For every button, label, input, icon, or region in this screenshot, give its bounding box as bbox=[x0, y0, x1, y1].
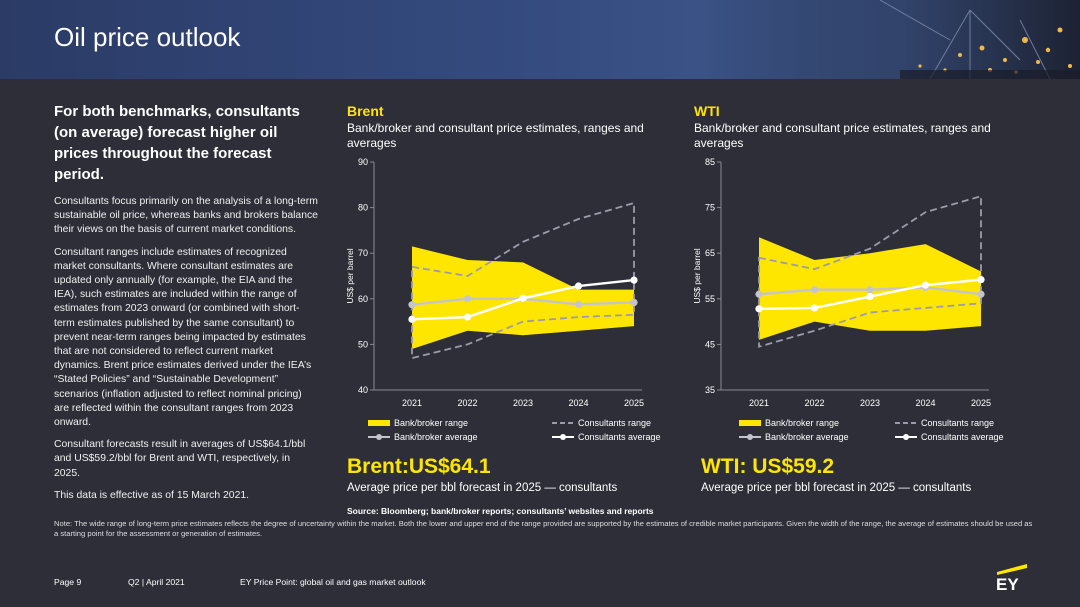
brent-chart-block: Brent Bank/broker and consultant price e… bbox=[345, 102, 687, 442]
chart-subtitle: Bank/broker and consultant price estimat… bbox=[347, 121, 644, 150]
bank-average-point bbox=[755, 290, 763, 298]
y-tick-label: 55 bbox=[705, 294, 715, 304]
chart-legend: Bank/broker range Consultants range Bank… bbox=[715, 418, 1005, 446]
wti-caption: Average price per bbl forecast in 2025 —… bbox=[701, 482, 972, 494]
wti-headline-value: WTI: US$59.2 bbox=[701, 455, 835, 478]
grey-line-marker-icon bbox=[368, 434, 390, 440]
chart-legend: Bank/broker range Consultants range Bank… bbox=[368, 418, 661, 446]
x-tick-label: 2025 bbox=[971, 398, 991, 408]
consultants-average-point bbox=[921, 281, 930, 289]
legend-label: Consultants range bbox=[578, 418, 652, 428]
white-line-marker-icon bbox=[895, 434, 917, 440]
legend-consultants-average: Consultants average bbox=[895, 432, 1004, 442]
ey-logo: EY bbox=[996, 564, 1027, 592]
legend-label: Consultants average bbox=[921, 432, 1004, 442]
dashed-line-icon bbox=[552, 422, 574, 424]
y-tick-label: 85 bbox=[705, 157, 715, 167]
legend-label: Bank/broker average bbox=[765, 432, 849, 442]
y-tick-label: 45 bbox=[705, 339, 715, 349]
legend-label: Consultants average bbox=[578, 432, 661, 442]
header-banner: Oil price outlook bbox=[0, 0, 1080, 79]
legend-consultants-average: Consultants average bbox=[552, 432, 661, 442]
consultants-average-point bbox=[519, 294, 527, 302]
range-swatch-icon bbox=[368, 420, 390, 426]
page-number: Page 9 bbox=[54, 577, 82, 587]
bank-average-point bbox=[630, 298, 638, 307]
y-tick-label: 60 bbox=[358, 294, 368, 304]
bank-average-point bbox=[977, 290, 985, 298]
intro-column: For both benchmarks, consultants (on ave… bbox=[54, 101, 318, 511]
brent-chart: 40 50 60 70 80 90 2021 2022 2023 2024 2025 US$ per … bbox=[345, 157, 644, 408]
bank-average-point bbox=[408, 301, 416, 309]
y-tick-label: 35 bbox=[705, 385, 715, 395]
white-line-marker-icon bbox=[552, 434, 574, 440]
bank-average-point bbox=[574, 300, 583, 308]
paragraph: This data is effective as of 15 March 20… bbox=[54, 489, 250, 501]
x-tick-label: 2021 bbox=[749, 398, 769, 408]
oil-rig-image bbox=[720, 0, 1080, 79]
bank-average-point bbox=[866, 286, 874, 294]
chart-subtitle: Bank/broker and consultant price estimat… bbox=[694, 121, 991, 150]
y-tick-label: 80 bbox=[358, 203, 368, 213]
chart-heading: WTI bbox=[694, 103, 720, 119]
consultants-average-point bbox=[574, 282, 583, 290]
wti-chart-block: WTI Bank/broker and consultant price est… bbox=[692, 102, 1034, 442]
source-note: Source: Bloomberg; bank/broker reports; … bbox=[347, 506, 654, 516]
legend-label: Consultants range bbox=[921, 418, 995, 428]
paragraph: Consultants focus primarily on the analy… bbox=[54, 196, 318, 236]
legend-label: Bank/broker range bbox=[394, 418, 469, 428]
paragraph: Consultant ranges include estimates of r… bbox=[54, 246, 312, 429]
consultants-average-point bbox=[810, 304, 819, 312]
y-tick-label: 70 bbox=[358, 248, 368, 258]
legend-consultants-range: Consultants range bbox=[895, 418, 994, 428]
y-tick-label: 40 bbox=[358, 385, 368, 395]
y-axis-label: US$ per barrel bbox=[692, 248, 702, 303]
footer-publication: EY Price Point: global oil and gas marke… bbox=[240, 577, 426, 587]
consultants-average-point bbox=[866, 292, 874, 301]
paragraph: Consultant forecasts result in averages … bbox=[54, 439, 306, 479]
legend-label: Bank/broker average bbox=[394, 432, 478, 442]
x-tick-label: 2021 bbox=[402, 398, 422, 408]
consultants-range-outline bbox=[758, 195, 982, 348]
bank-average-point bbox=[810, 286, 819, 294]
consultants-average-point bbox=[977, 276, 985, 284]
y-tick-label: 75 bbox=[705, 203, 715, 213]
bank-average-point bbox=[463, 295, 472, 303]
y-tick-label: 90 bbox=[358, 157, 368, 167]
legend-bank-average: Bank/broker average bbox=[368, 432, 478, 442]
x-tick-label: 2025 bbox=[624, 398, 644, 408]
footnote: Note: The wide range of long-term price … bbox=[54, 519, 1033, 538]
consultants-range-outline bbox=[411, 201, 635, 360]
chart-heading: Brent bbox=[347, 103, 384, 119]
x-tick-label: 2023 bbox=[513, 398, 533, 408]
brent-caption: Average price per bbl forecast in 2025 —… bbox=[347, 482, 618, 494]
consultants-average-point bbox=[755, 305, 763, 313]
range-swatch-icon bbox=[739, 420, 761, 426]
x-tick-label: 2023 bbox=[860, 398, 880, 408]
y-tick-label: 65 bbox=[705, 248, 715, 258]
brent-headline-value: Brent:US$64.1 bbox=[347, 455, 491, 478]
y-axis-label: US$ per barrel bbox=[345, 248, 355, 303]
consultants-average-point bbox=[630, 276, 638, 284]
consultants-average-point bbox=[463, 313, 472, 321]
x-tick-label: 2022 bbox=[804, 398, 824, 408]
footer-period: Q2 | April 2021 bbox=[128, 577, 185, 587]
legend-consultants-range: Consultants range bbox=[552, 418, 651, 428]
legend-bank-range: Bank/broker range bbox=[739, 418, 839, 428]
legend-bank-range: Bank/broker range bbox=[368, 418, 468, 428]
lead-statement: For both benchmarks, consultants (on ave… bbox=[54, 103, 300, 183]
x-tick-label: 2024 bbox=[568, 398, 588, 408]
dashed-line-icon bbox=[895, 422, 917, 424]
y-tick-label: 50 bbox=[358, 339, 368, 349]
x-tick-label: 2022 bbox=[457, 398, 477, 408]
x-tick-label: 2024 bbox=[915, 398, 935, 408]
legend-bank-average: Bank/broker average bbox=[739, 432, 849, 442]
consultants-average-point bbox=[408, 315, 416, 323]
legend-label: Bank/broker range bbox=[765, 418, 840, 428]
grey-line-marker-icon bbox=[739, 434, 761, 440]
wti-chart: 35 45 55 65 75 85 2021 2022 2023 2024 2025 US$ per … bbox=[692, 157, 991, 408]
page-title: Oil price outlook bbox=[54, 22, 241, 52]
svg-text:EY: EY bbox=[996, 575, 1019, 592]
